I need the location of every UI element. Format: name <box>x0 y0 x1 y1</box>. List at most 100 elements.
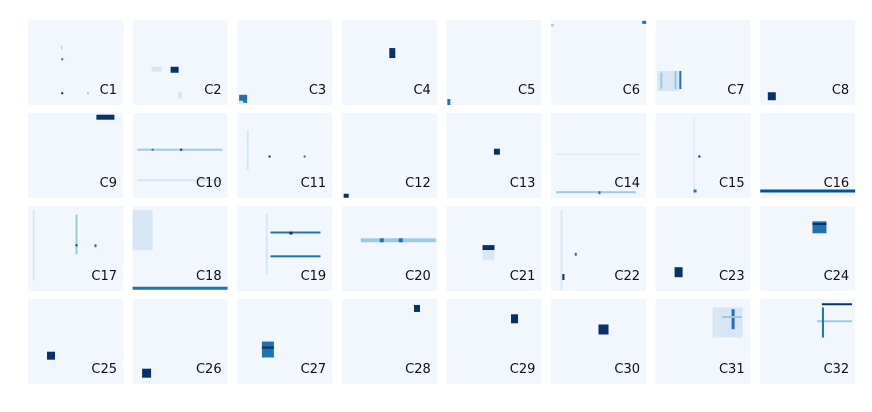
panel: C32 <box>760 299 856 384</box>
heatmap <box>551 206 646 291</box>
panel-label: C10 <box>196 176 222 191</box>
heatmap-spot <box>379 238 384 243</box>
panel: C4 <box>341 20 437 105</box>
heatmap-spot <box>698 155 701 158</box>
panel: C10 <box>132 113 228 198</box>
heatmap <box>28 299 123 384</box>
heatmap-spot <box>170 66 179 73</box>
panel: C8 <box>760 20 856 105</box>
heatmap-spot <box>447 99 451 106</box>
heatmap-spot <box>731 309 735 330</box>
panel: C22 <box>551 206 646 291</box>
heatmap-spot <box>142 368 152 378</box>
panel-label: C8 <box>832 83 849 98</box>
heatmap-spot <box>493 148 500 155</box>
heatmap <box>237 206 333 291</box>
heatmap-spot <box>760 189 856 193</box>
panel: C26 <box>132 299 228 384</box>
heatmap <box>760 113 856 198</box>
heatmap-spot <box>511 314 518 324</box>
panel-label: C9 <box>100 176 117 191</box>
heatmap <box>655 113 751 198</box>
panel-label: C13 <box>510 176 536 191</box>
heatmap-spot <box>246 130 249 170</box>
heatmap-spot <box>61 58 64 61</box>
panel-label: C16 <box>824 176 850 191</box>
panel-label: C23 <box>719 269 745 284</box>
heatmap <box>551 20 646 105</box>
panel: C16 <box>760 113 856 198</box>
heatmap-spot <box>265 214 268 275</box>
heatmap-spot <box>180 148 183 151</box>
heatmap <box>341 113 437 198</box>
heatmap-spot <box>660 72 663 89</box>
heatmap <box>28 113 123 198</box>
heatmap <box>760 20 856 105</box>
heatmap-spot <box>137 148 223 151</box>
panel-label: C29 <box>510 362 536 377</box>
panel-label: C11 <box>301 176 327 191</box>
heatmap-spot <box>482 245 495 251</box>
heatmap-spot <box>821 303 852 306</box>
heatmap-spot <box>268 155 271 158</box>
heatmap-spot <box>812 223 827 225</box>
heatmap-spot <box>47 351 55 360</box>
heatmap-spot <box>693 117 695 198</box>
heatmap <box>132 20 228 105</box>
panel: C20 <box>341 206 437 291</box>
panel: C24 <box>760 206 856 291</box>
heatmap-spot <box>551 24 554 27</box>
panel-label: C4 <box>413 83 430 98</box>
heatmap-spot <box>303 155 306 158</box>
panel: C18 <box>132 206 228 291</box>
heatmap-spot <box>86 92 89 95</box>
heatmap <box>551 113 646 198</box>
heatmap-spot <box>32 210 35 281</box>
heatmap-spot <box>270 231 321 234</box>
panel: C17 <box>28 206 123 291</box>
heatmap-spot <box>137 179 223 182</box>
heatmap-spot <box>343 193 349 198</box>
heatmap-spot <box>674 71 677 89</box>
heatmap-spot <box>767 92 776 101</box>
heatmap <box>28 20 123 105</box>
panel-label: C20 <box>405 269 431 284</box>
panel-label: C18 <box>196 269 222 284</box>
heatmap-spot <box>679 71 682 89</box>
panel: C7 <box>655 20 751 105</box>
heatmap <box>237 113 333 198</box>
heatmap <box>446 299 542 384</box>
heatmap-spot <box>239 100 244 104</box>
heatmap-spot <box>482 250 495 261</box>
heatmap <box>237 20 333 105</box>
heatmap-spot <box>151 148 154 151</box>
panel-label: C27 <box>301 362 327 377</box>
heatmap-spot <box>389 48 396 59</box>
panel: C31 <box>655 299 751 384</box>
heatmap-spot <box>555 153 641 155</box>
heatmap-spot <box>722 316 743 318</box>
panel-label: C3 <box>309 83 326 98</box>
heatmap <box>551 299 646 384</box>
heatmap-spot <box>712 307 743 338</box>
panel-label: C19 <box>301 269 327 284</box>
panel: C13 <box>446 113 542 198</box>
panel: C27 <box>237 299 333 384</box>
panel-label: C12 <box>405 176 431 191</box>
panel: C14 <box>551 113 646 198</box>
heatmap-spot <box>555 191 636 194</box>
heatmap-spot <box>598 191 601 195</box>
panel-label: C1 <box>100 83 117 98</box>
heatmap-spot <box>61 92 64 95</box>
panel-label: C31 <box>719 362 745 377</box>
heatmap <box>760 206 856 291</box>
panel-label: C32 <box>824 362 850 377</box>
heatmap-spot <box>414 304 420 312</box>
panel-label: C6 <box>623 83 640 98</box>
heatmap-spot <box>598 324 609 335</box>
heatmap-spot <box>817 320 853 323</box>
panel: C3 <box>237 20 333 105</box>
heatmap-spot <box>574 252 577 256</box>
heatmap-spot <box>821 307 824 338</box>
